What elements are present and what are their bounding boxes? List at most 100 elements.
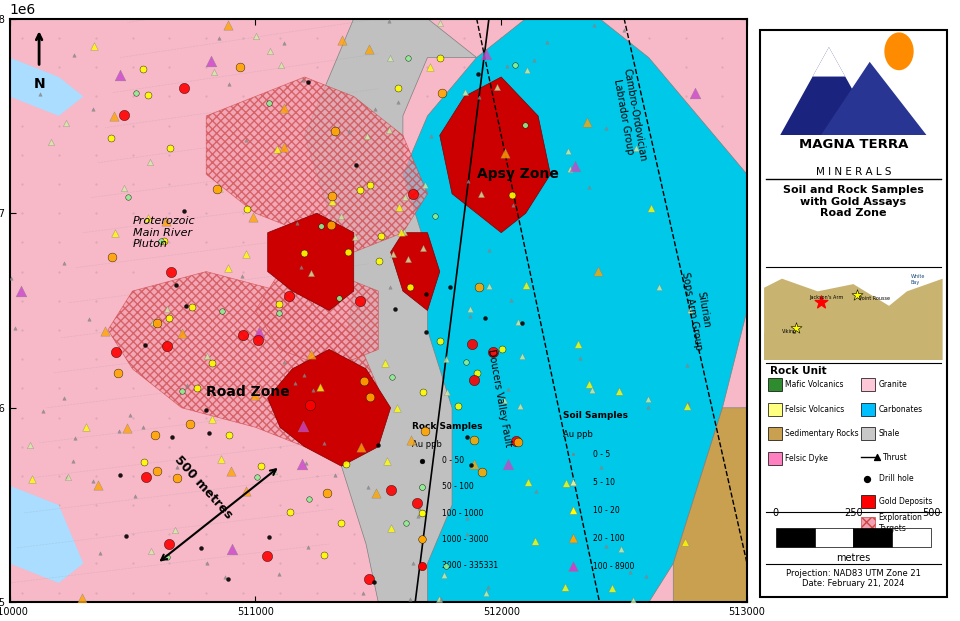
Point: [507, 60, 522, 70]
Point: [613, 543, 629, 553]
Point: [478, 48, 493, 58]
Point: [434, 594, 449, 604]
Bar: [861, 378, 875, 391]
Point: [385, 372, 400, 382]
Polygon shape: [268, 213, 353, 310]
Polygon shape: [255, 271, 378, 369]
Point: [249, 472, 264, 482]
Point: [184, 302, 200, 312]
Point: [389, 403, 404, 413]
Point: [140, 214, 156, 224]
Point: [317, 550, 332, 560]
Point: [189, 383, 204, 393]
Point: [272, 569, 287, 579]
Text: Sedimentary Rocks: Sedimentary Rocks: [785, 429, 859, 438]
Point: [212, 183, 228, 193]
Point: [232, 63, 248, 73]
Point: [379, 456, 395, 466]
Point: [419, 327, 434, 337]
Point: [640, 402, 656, 412]
Point: [108, 347, 124, 357]
Point: [518, 281, 534, 291]
Point: [220, 263, 235, 273]
Text: Cambro-Ordovician
Labrador Group: Cambro-Ordovician Labrador Group: [611, 68, 648, 165]
Point: [612, 386, 627, 396]
Point: [300, 76, 316, 86]
Point: [312, 382, 327, 392]
Point: [150, 319, 165, 329]
Point: [57, 393, 72, 403]
Point: [859, 474, 875, 484]
Polygon shape: [108, 271, 378, 446]
Point: [440, 387, 455, 397]
Point: [487, 347, 502, 356]
Point: [222, 430, 237, 440]
Point: [198, 404, 213, 414]
Point: [567, 161, 583, 171]
Point: [263, 46, 278, 56]
Point: [356, 376, 372, 386]
Point: [162, 143, 178, 153]
Point: [462, 310, 477, 320]
Point: [176, 83, 191, 93]
Point: [403, 435, 419, 445]
Point: [300, 494, 316, 504]
Point: [163, 268, 179, 278]
Point: [617, 25, 633, 35]
Point: [211, 33, 227, 43]
Text: Granite: Granite: [878, 380, 907, 389]
Point: [643, 203, 659, 213]
Point: [481, 245, 496, 255]
Point: [220, 20, 235, 30]
Point: [214, 306, 229, 316]
Point: [558, 478, 573, 488]
Bar: [768, 403, 781, 415]
Point: [154, 237, 169, 247]
Point: [363, 392, 378, 402]
Point: [270, 143, 285, 153]
Point: [494, 344, 510, 354]
Point: [159, 341, 175, 351]
Point: [402, 594, 418, 604]
Point: [460, 529, 475, 539]
Text: N: N: [34, 77, 45, 91]
Polygon shape: [10, 486, 84, 583]
Point: [182, 419, 198, 429]
Polygon shape: [673, 408, 747, 602]
Point: [869, 452, 884, 462]
Point: [159, 304, 175, 314]
Point: [276, 357, 291, 367]
Point: [317, 438, 332, 448]
Point: [416, 243, 431, 253]
Point: [497, 148, 513, 158]
Point: [352, 186, 368, 196]
Point: [108, 229, 123, 238]
Point: [459, 357, 474, 367]
Bar: [768, 378, 781, 391]
Point: [383, 524, 398, 533]
Point: [297, 370, 312, 380]
Point: [513, 401, 528, 411]
Point: [156, 235, 172, 245]
Point: [84, 476, 100, 486]
Point: [7, 323, 22, 333]
Point: [640, 394, 656, 404]
Point: [204, 414, 220, 424]
Point: [625, 596, 640, 605]
Point: [598, 541, 613, 551]
Point: [60, 473, 75, 483]
Point: [496, 395, 512, 405]
Point: [362, 180, 377, 190]
Point: [159, 551, 175, 561]
Point: [475, 468, 491, 478]
Point: [261, 532, 276, 542]
Point: [563, 165, 578, 175]
Point: [683, 305, 698, 315]
Point: [381, 16, 396, 26]
Point: [332, 292, 348, 302]
Point: [110, 368, 126, 378]
Point: [199, 351, 214, 361]
Point: [469, 368, 485, 378]
Point: [238, 135, 253, 145]
Point: [478, 588, 493, 598]
